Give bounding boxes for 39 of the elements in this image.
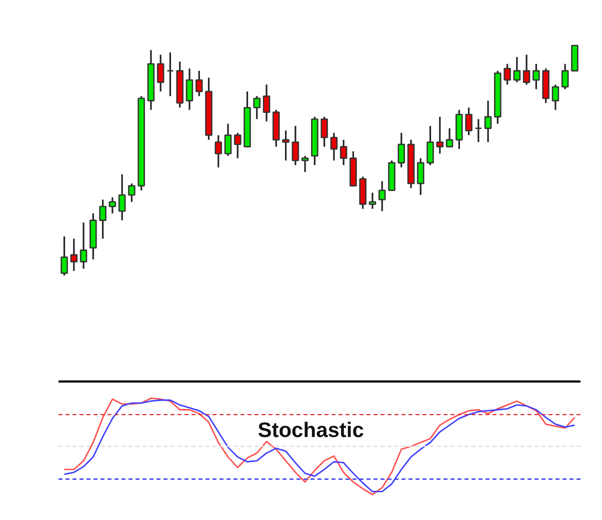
candlestick — [282, 130, 290, 162]
candlestick — [108, 196, 116, 214]
candlestick — [513, 56, 521, 84]
candlestick — [484, 100, 492, 143]
candlestick — [253, 95, 261, 120]
candlestick — [195, 70, 203, 97]
candlestick — [561, 63, 569, 90]
candlestick — [416, 157, 424, 196]
candlestick — [532, 63, 540, 90]
candlestick — [234, 132, 242, 159]
candlestick — [118, 174, 126, 222]
candlestick — [522, 54, 530, 86]
candlestick — [70, 238, 78, 272]
candlestick — [99, 198, 106, 240]
candlestick — [262, 84, 270, 122]
candlestick — [156, 54, 164, 92]
candlestick — [398, 132, 405, 168]
candlestick — [80, 222, 88, 270]
candlestick — [166, 52, 174, 97]
candlestick — [320, 116, 328, 148]
candlestick — [292, 125, 300, 166]
candlestick — [552, 84, 560, 111]
candlestick — [186, 68, 194, 111]
candlestick — [426, 125, 434, 166]
candlestick — [504, 63, 511, 86]
candlestick — [301, 155, 309, 173]
candlestick — [465, 106, 472, 136]
candlestick — [436, 116, 444, 154]
candlestick — [446, 128, 454, 148]
candlestick — [128, 182, 136, 203]
candlestick — [474, 118, 482, 143]
candlestick — [214, 134, 222, 168]
candlestick — [60, 236, 68, 276]
candlestick — [340, 139, 348, 166]
candlestick — [368, 192, 376, 210]
annotation: Stochastic — [258, 419, 364, 442]
candlestick — [330, 132, 338, 162]
candlestick — [224, 122, 232, 157]
candlestick — [378, 180, 386, 212]
